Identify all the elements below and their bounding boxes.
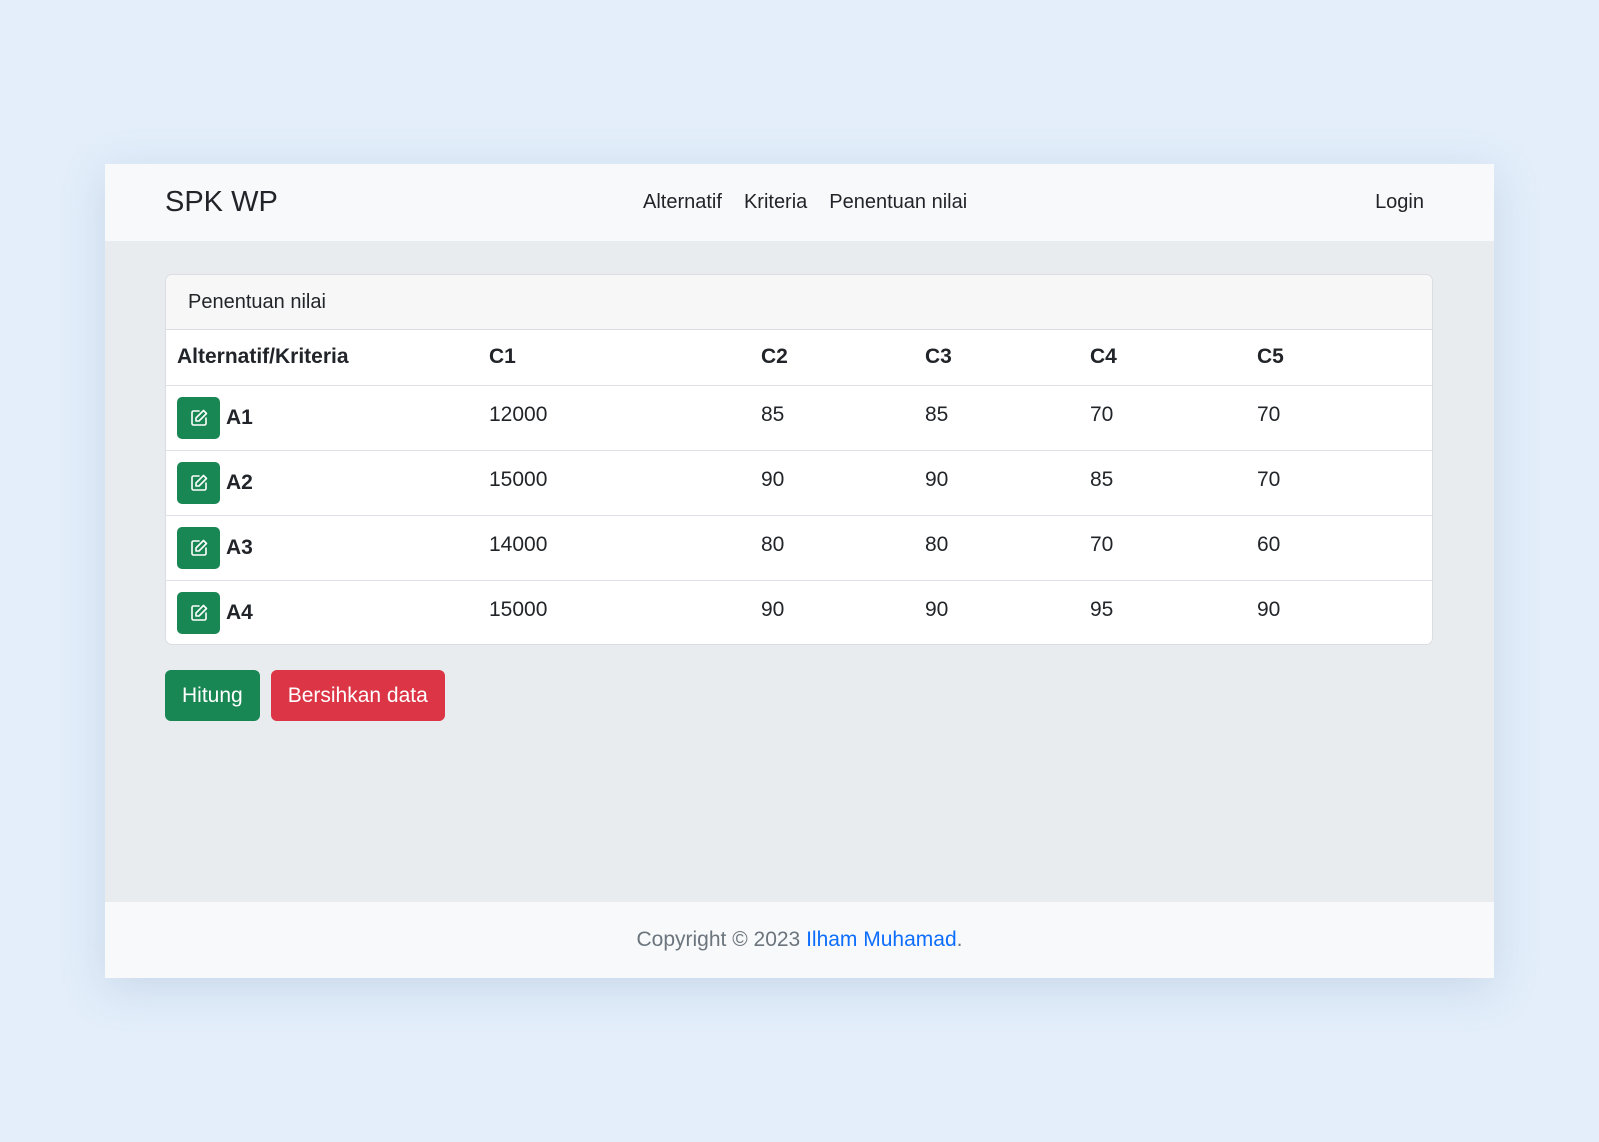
alternative-cell-content: A4 <box>177 591 478 634</box>
alternative-cell: A3 <box>166 515 478 581</box>
value-cell: 80 <box>914 515 1079 581</box>
alternative-cell: A2 <box>166 450 478 516</box>
edit-button[interactable] <box>177 461 220 504</box>
nav-links: Alternatif Kriteria Penentuan nilai <box>643 188 967 216</box>
table-row: A4 15000 90 90 95 90 <box>166 580 1432 644</box>
value-cell: 95 <box>1090 597 1114 621</box>
edit-button[interactable] <box>177 396 220 439</box>
column-header-alternatif-kriteria: Alternatif/Kriteria <box>166 330 478 386</box>
footer: Copyright © 2023 Ilham Muhamad. <box>105 902 1494 978</box>
value-cell: 90 <box>925 597 949 621</box>
alternative-name: A1 <box>226 405 253 429</box>
value-cell: 90 <box>761 597 785 621</box>
alternative-name: A3 <box>226 535 253 559</box>
author-link[interactable]: Ilham Muhamad <box>806 928 957 951</box>
edit-icon <box>190 604 207 621</box>
value-cell: 15000 <box>478 450 750 516</box>
table-header-row: Alternatif/Kriteria C1 C2 C3 C4 C5 <box>166 330 1432 386</box>
value-cell: 14000 <box>478 515 750 581</box>
values-table: Alternatif/Kriteria C1 C2 C3 C4 C5 <box>166 330 1432 644</box>
column-header-c1: C1 <box>478 330 750 386</box>
login-link[interactable]: Login <box>1375 191 1424 213</box>
alternative-cell-content: A3 <box>177 526 478 569</box>
navbar: SPK WP Alternatif Kriteria Penentuan nil… <box>105 164 1494 241</box>
value-cell: 90 <box>1257 597 1281 621</box>
value-cell: 12000 <box>478 385 750 451</box>
value-cell: 70 <box>1246 385 1432 451</box>
value-cell: 85 <box>914 385 1079 451</box>
table-row: A2 15000 90 90 85 70 <box>166 450 1432 516</box>
values-card: Penentuan nilai Alternatif/Kriteria C1 C… <box>165 274 1433 645</box>
alternative-cell: A1 <box>166 385 478 451</box>
alternative-name: A4 <box>226 600 253 624</box>
edit-button[interactable] <box>177 526 220 569</box>
action-buttons: Hitung Bersihkan data <box>165 670 445 721</box>
clear-data-button[interactable]: Bersihkan data <box>270 670 445 721</box>
brand-link[interactable]: SPK WP <box>165 186 278 218</box>
nav-link-penentuan-nilai[interactable]: Penentuan nilai <box>829 191 968 213</box>
value-cell: 70 <box>1079 515 1246 581</box>
column-header-c4: C4 <box>1079 330 1246 386</box>
alternative-name: A2 <box>226 470 253 494</box>
edit-button[interactable] <box>177 591 220 634</box>
value-cell: 90 <box>750 450 914 516</box>
value-cell: 70 <box>1079 385 1246 451</box>
table-row: A1 12000 85 85 70 70 <box>166 385 1432 451</box>
edit-icon <box>190 409 207 426</box>
column-header-c3: C3 <box>914 330 1079 386</box>
value-cell: 85 <box>750 385 914 451</box>
alternative-cell-content: A1 <box>177 396 478 439</box>
alternative-cell: A4 <box>166 580 478 644</box>
copyright-text: Copyright © 2023 <box>636 928 807 951</box>
value-cell: 60 <box>1246 515 1432 581</box>
value-cell: 80 <box>750 515 914 581</box>
edit-icon <box>190 474 207 491</box>
calculate-button[interactable]: Hitung <box>165 670 260 721</box>
edit-icon <box>190 539 207 556</box>
value-cell: 90 <box>914 450 1079 516</box>
alternative-cell-content: A2 <box>177 461 478 504</box>
table-row: A3 14000 80 80 70 60 <box>166 515 1432 581</box>
app-window: SPK WP Alternatif Kriteria Penentuan nil… <box>105 164 1494 978</box>
nav-link-alternatif[interactable]: Alternatif <box>643 191 722 213</box>
column-header-c2: C2 <box>750 330 914 386</box>
column-header-c5: C5 <box>1246 330 1432 386</box>
nav-link-kriteria[interactable]: Kriteria <box>743 191 808 213</box>
value-cell: 70 <box>1246 450 1432 516</box>
card-title: Penentuan nilai <box>166 275 1432 330</box>
value-cell: 85 <box>1079 450 1246 516</box>
value-cell: 15000 <box>489 597 548 621</box>
copyright-period: . <box>956 928 963 951</box>
